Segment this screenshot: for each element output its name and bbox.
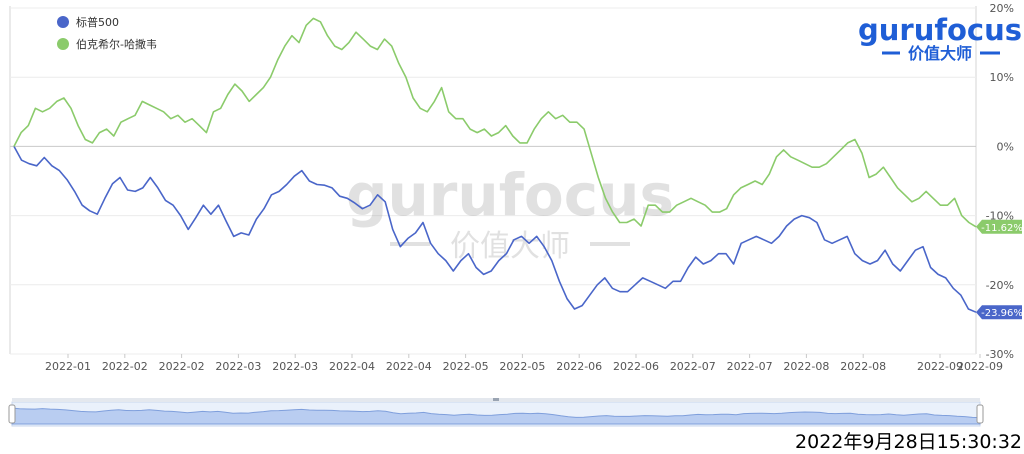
y-axis-ticks: 20% 10% 0% -10% -20% -30% <box>986 2 1014 361</box>
end-label-box <box>976 219 1022 234</box>
range-navigator[interactable] <box>8 398 984 427</box>
end-label-text: -23.96% <box>981 308 1023 319</box>
x-tick-label: 2022-01 <box>45 360 91 373</box>
end-label-berkshire: -11.62% <box>976 219 1023 234</box>
x-tick-label: 2022-03 <box>272 360 318 373</box>
y-tick-label: -10% <box>986 210 1014 223</box>
navigator-handle-left[interactable] <box>8 404 16 424</box>
performance-chart: 20%10%0%-10%-20%-30% 2022-01 2022-02 2022-… <box>8 2 1023 427</box>
x-tick-label: 2022-06 <box>556 360 602 373</box>
y-tick-label: 20% <box>990 2 1014 15</box>
logo-sub: 价值大师 <box>908 44 972 63</box>
legend-label-berkshire: 伯克希尔-哈撒韦 <box>76 37 157 51</box>
series-line-sp500 <box>13 146 977 313</box>
x-axis-ticks: 2022-01 2022-02 2022-02 2022-03 2022-03 2022-… <box>45 354 1003 373</box>
x-tick-label: 2022-09 <box>917 360 963 373</box>
y-tick-label: -20% <box>986 279 1014 292</box>
x-tick-label: 2022-06 <box>613 360 659 373</box>
navigator-handle-right[interactable] <box>976 404 984 424</box>
x-tick-label: 2022-07 <box>727 360 773 373</box>
end-label-text: -11.62% <box>981 223 1023 234</box>
x-tick-label: 2022-07 <box>670 360 716 373</box>
y-tick-label: -30% <box>986 348 1014 361</box>
legend: 标普500 伯克希尔-哈撒韦 <box>57 15 157 51</box>
series-line-berkshire <box>13 17 977 228</box>
x-tick-label: 2022-04 <box>386 360 432 373</box>
watermark-word: gurufocus <box>346 161 674 229</box>
y-tick-label: 0% <box>997 140 1014 153</box>
navigator-top-grip[interactable] <box>493 398 499 401</box>
x-tick-label: 2022-03 <box>215 360 261 373</box>
x-tick-label: 2022-09 <box>957 360 1003 373</box>
end-label-box <box>976 305 1022 320</box>
navigator-series-area <box>11 407 981 425</box>
legend-marker-sp500 <box>57 16 69 28</box>
logo-word: gurufocus <box>858 13 1022 47</box>
gurufocus-logo: gurufocus 价值大师 <box>858 13 1022 63</box>
legend-item-berkshire[interactable]: 伯克希尔-哈撒韦 <box>57 37 157 51</box>
x-tick-label: 2022-05 <box>499 360 545 373</box>
y-tick-label: 10% <box>990 71 1014 84</box>
end-label-sp500: -23.96% <box>976 305 1023 320</box>
x-tick-label: 2022-04 <box>329 360 375 373</box>
legend-item-sp500[interactable]: 标普500 <box>57 15 119 29</box>
watermark: gurufocus 价值大师 <box>346 161 674 264</box>
x-tick-label: 2022-02 <box>159 360 205 373</box>
legend-label-sp500: 标普500 <box>76 15 119 29</box>
legend-marker-berkshire <box>57 38 69 50</box>
y-gridlines <box>10 7 976 355</box>
end-labels: -23.96% -11.62% <box>976 219 1023 320</box>
x-tick-label: 2022-08 <box>840 360 886 373</box>
x-tick-label: 2022-05 <box>443 360 489 373</box>
x-tick-label: 2022-02 <box>102 360 148 373</box>
timestamp: 2022年9月28日15:30:32 <box>795 431 1022 453</box>
series-layer <box>13 17 977 313</box>
x-tick-label: 2022-08 <box>783 360 829 373</box>
